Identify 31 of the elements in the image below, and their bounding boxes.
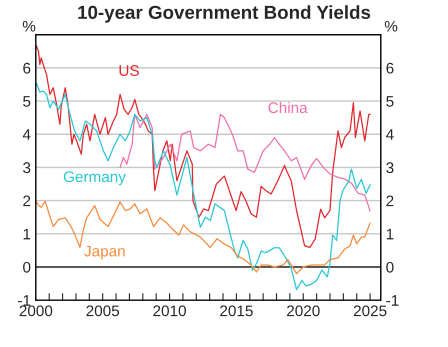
y2-tick-label: 5 — [386, 96, 394, 107]
y-tick-label: 2 — [23, 195, 30, 206]
series-label: China — [268, 102, 308, 114]
x-tick-label: 2005 — [86, 305, 120, 316]
series-label: US — [120, 65, 139, 76]
series-label: Japan — [84, 246, 125, 260]
y2-axis-title: % — [384, 20, 398, 32]
x-tick-label: 2025 — [354, 305, 386, 316]
y2-tick-label: 3 — [386, 162, 394, 174]
series-label: Germany — [64, 171, 126, 186]
y2-tick-label: 1 — [386, 228, 394, 240]
y-tick-label: 0 — [23, 262, 30, 273]
x-tick-label: 2000 — [20, 305, 52, 316]
chart-title: 10-year Government Bond Yields — [78, 5, 370, 23]
y-tick-label: 1 — [24, 228, 30, 240]
y-axis-title: % — [22, 20, 36, 32]
y-tick-label: 5 — [23, 96, 30, 107]
y-tick-label: 6 — [23, 62, 30, 74]
y-tick-label: 4 — [22, 129, 31, 140]
y-tick-label: -1 — [18, 295, 30, 306]
x-tick-label: 2010 — [153, 305, 186, 316]
x-tick-label: 2020 — [287, 305, 320, 316]
line-series — [36, 200, 371, 274]
y-tick-label: 3 — [23, 162, 30, 174]
y2-tick-label: -1 — [386, 295, 398, 306]
y2-tick-label: 6 — [386, 62, 394, 74]
y2-tick-label: 0 — [386, 262, 394, 273]
x-tick-label: 2015 — [220, 305, 253, 316]
line-series — [36, 81, 371, 290]
y2-tick-label: 2 — [386, 195, 394, 206]
y2-tick-label: 4 — [386, 129, 394, 140]
